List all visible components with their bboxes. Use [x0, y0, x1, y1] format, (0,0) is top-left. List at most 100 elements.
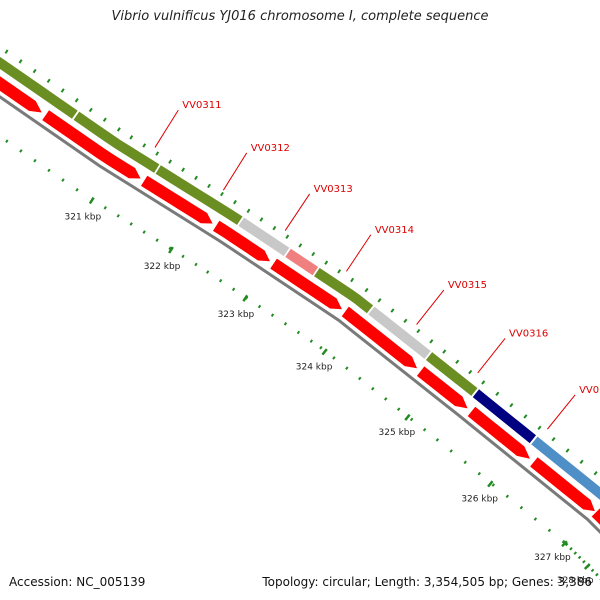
tick-dot	[422, 427, 427, 432]
tick-dot	[595, 572, 599, 577]
tick-dot	[270, 313, 275, 318]
tick-dot	[233, 199, 237, 205]
tick-dot	[442, 349, 447, 354]
tick-dot	[33, 158, 37, 163]
kbp-label: 328 kbp	[557, 576, 594, 586]
tick-dot	[168, 159, 173, 164]
tick-dot	[332, 356, 336, 360]
tick-dot	[155, 151, 160, 156]
tick-dot	[455, 359, 460, 365]
gene-arrow	[591, 508, 600, 525]
gene-label: VV0314	[375, 225, 414, 236]
tick-dot	[582, 559, 586, 564]
accession-text: Accession: NC_005139	[9, 575, 146, 589]
tick-dot	[519, 505, 524, 510]
tick-dot	[358, 376, 362, 381]
tick-dot	[319, 345, 323, 350]
kbp-tick	[583, 563, 591, 570]
tick-dot	[5, 139, 9, 144]
leader-line	[547, 394, 576, 430]
tick-dot	[495, 391, 500, 396]
tick-dot	[194, 175, 198, 181]
tick-dot	[573, 551, 578, 555]
tick-dot	[47, 168, 51, 173]
tick-dot	[296, 330, 301, 335]
tick-dot	[75, 188, 79, 192]
tick-dot	[19, 149, 23, 153]
leader-line	[222, 152, 248, 191]
tick-dot	[564, 542, 569, 547]
tick-dot	[207, 183, 211, 189]
gene-arrow	[140, 175, 213, 224]
gene-segment	[531, 436, 600, 500]
tick-dot	[577, 555, 582, 560]
tick-dot	[283, 322, 288, 326]
gene-segment	[73, 111, 160, 173]
tick-dot	[416, 328, 421, 334]
kbp-label: 323 kbp	[218, 310, 255, 320]
tick-dot	[533, 517, 538, 521]
tick-dot	[181, 254, 185, 259]
tick-dot	[551, 436, 556, 442]
tick-dot	[463, 460, 467, 465]
kbp-labels: 321 kbp 322 kbp 323 kbp 324 kbp 325 kbp 326 k…	[65, 212, 594, 586]
tick-dot	[74, 98, 79, 103]
tick-dot	[403, 318, 408, 323]
tick-dot	[220, 191, 224, 197]
tick-dot	[311, 251, 316, 257]
gene-segment	[472, 389, 536, 444]
tick-dot	[257, 304, 262, 309]
kbp-tick	[487, 480, 494, 488]
gene-segment	[285, 248, 319, 276]
tick-dot	[231, 287, 236, 292]
tick-dot	[409, 417, 414, 422]
tick-dot	[593, 471, 598, 476]
tick-dot	[509, 402, 514, 408]
tick-dot	[579, 459, 584, 465]
tick-dot	[116, 127, 121, 132]
gene-label: VV0311	[182, 100, 221, 111]
gene-arrow	[416, 366, 468, 409]
kbp-tick	[561, 540, 568, 548]
tick-dot	[537, 425, 542, 431]
tick-dot	[523, 414, 528, 419]
tick-dot	[435, 438, 440, 442]
gene-segment	[238, 217, 290, 257]
tick-dot	[103, 205, 107, 210]
gene-label: VV0313	[314, 184, 353, 195]
topology-summary: Topology: circular; Length: 3,354,505 bp…	[262, 575, 592, 589]
gene-label: VV0312	[251, 143, 290, 154]
kbp-tick	[168, 246, 174, 254]
leader-line	[416, 289, 445, 325]
tick-dot	[18, 59, 23, 64]
gene-segment	[0, 56, 78, 119]
tick-dot	[477, 471, 481, 476]
tick-dot	[32, 68, 37, 74]
tick-dot	[505, 494, 510, 499]
gene-arrow	[530, 457, 595, 512]
tick-dot	[298, 243, 303, 248]
tick-dot	[155, 238, 159, 242]
gene-labels: VV0311 VV0312 VV0313 VV0314 VV0315 VV0316 VV03…	[154, 100, 600, 430]
tick-dot	[364, 287, 369, 293]
gene-segment	[425, 352, 478, 396]
tick-dot	[590, 568, 595, 573]
tick-dot	[569, 547, 573, 551]
kbp-label: 324 kbp	[296, 363, 333, 373]
tick-dot	[194, 262, 198, 267]
gene-arrow	[270, 258, 342, 310]
tick-dot	[142, 230, 146, 234]
tick-dot	[218, 278, 223, 283]
kbp-label: 325 kbp	[379, 428, 416, 438]
map-title: Vibrio vulnificus YJ016 chromosome I, co…	[111, 9, 489, 24]
tick-dot	[61, 178, 65, 182]
tick-dot	[547, 528, 552, 533]
minor-tick-dots	[4, 49, 600, 580]
tick-dot	[4, 49, 9, 54]
gene-label: VV0316	[509, 328, 548, 339]
kbp-label: 326 kbp	[461, 495, 498, 505]
tick-dot	[129, 222, 133, 226]
gene-arrow	[212, 220, 270, 262]
tick-dot	[246, 208, 251, 214]
